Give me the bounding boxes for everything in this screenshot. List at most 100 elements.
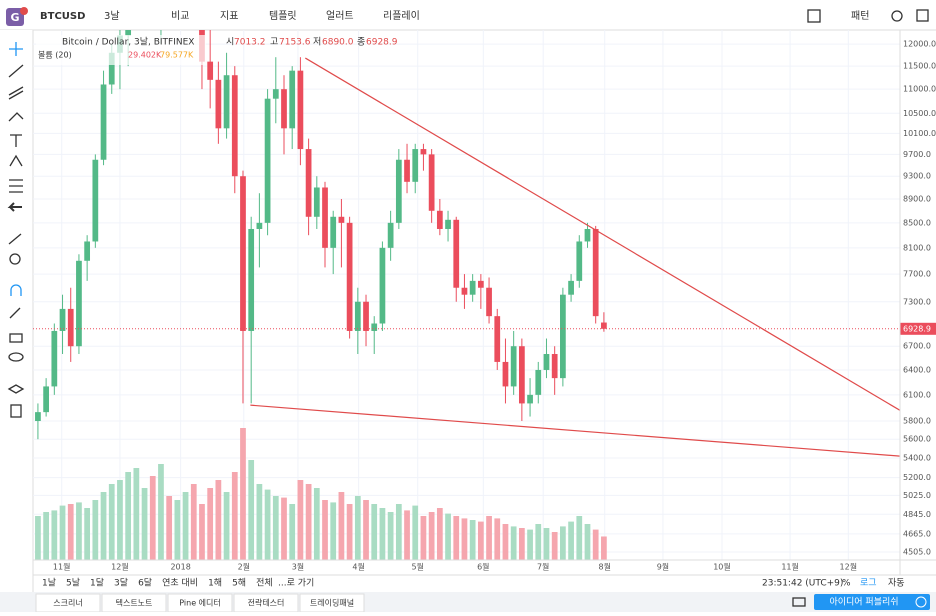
templates[interactable]: 템플릿 [269, 10, 297, 22]
volume-bar [174, 500, 181, 560]
x-tick-label: 12월 [111, 562, 129, 572]
candle-body [281, 89, 287, 129]
last-price-tag [900, 322, 936, 335]
bottom-control[interactable]: 23:51:42 (UTC+9) [762, 579, 843, 589]
volume-bar [412, 505, 419, 560]
candle-body [51, 330, 58, 387]
logo[interactable] [6, 8, 24, 26]
tab-label: 트레이딩패널 [310, 598, 354, 608]
volume-bar [477, 521, 484, 560]
range-button[interactable]: 5날 [66, 578, 80, 589]
range-button[interactable]: 1해 [208, 578, 222, 589]
indicators[interactable]: 지표 [220, 10, 238, 22]
range-button[interactable]: 1달 [90, 577, 104, 589]
y-tick-label: 5800.0 [903, 417, 931, 426]
drawing-tools[interactable] [7, 42, 25, 418]
fullscreen-icon[interactable] [916, 9, 929, 22]
volume-bar [240, 428, 246, 560]
volume-bar [166, 496, 173, 560]
interval[interactable]: 3날 [104, 10, 120, 22]
volume-bar [272, 496, 279, 560]
publish-icon [915, 596, 927, 608]
bottom-control[interactable]: 로그 [860, 579, 877, 589]
candle-body [560, 294, 566, 379]
volume-bar [100, 492, 107, 560]
legend-text: 고 [270, 38, 278, 48]
volume-bar [502, 524, 509, 560]
candle-body [322, 187, 328, 248]
pattern[interactable]: 패턴 [851, 10, 869, 22]
volume-bar [215, 480, 222, 560]
volume-bar [420, 516, 427, 560]
legend-vol: 29.402K [128, 51, 162, 60]
volume-bar [289, 504, 296, 560]
volume-bar [190, 484, 197, 560]
candle-body [59, 308, 66, 331]
volume-bar [518, 528, 525, 560]
trend-line [305, 57, 900, 411]
volume-bar [43, 512, 49, 560]
candle-body [395, 159, 402, 223]
last-price-label: 6928.9 [903, 324, 931, 333]
candle-body [264, 98, 271, 223]
candle-body [527, 394, 533, 404]
x-tick-label: 11월 [781, 562, 799, 572]
volume-bar [576, 516, 583, 560]
replay[interactable]: 리플레이 [383, 10, 420, 22]
alert[interactable]: 얼러트 [326, 10, 354, 22]
volume-bar [527, 529, 533, 560]
volume-bar [313, 488, 320, 560]
volume-bar [404, 510, 410, 560]
candle-body [35, 412, 41, 422]
y-tick-label: 10500.0 [903, 109, 936, 118]
candle-body [502, 361, 509, 387]
top-toolbar [0, 0, 936, 30]
candle-body [297, 70, 304, 150]
range-button[interactable]: 6달 [138, 577, 152, 589]
volume-bar [133, 468, 140, 560]
candle-body [584, 228, 591, 242]
volume-bar [387, 512, 394, 560]
volume-bar [371, 504, 378, 560]
y-tick-label: 5025.0 [903, 491, 931, 500]
publish-button[interactable] [814, 594, 930, 610]
candle-body [494, 316, 501, 362]
y-tick-label: 10100.0 [903, 129, 936, 138]
volume-bar [305, 484, 312, 560]
candle-body [67, 308, 74, 347]
range-button[interactable]: 1날 [42, 578, 56, 589]
range-button[interactable]: 연초 대비 [162, 578, 198, 589]
candle-body [543, 354, 550, 370]
candle-body [436, 210, 443, 229]
candle-body [510, 346, 517, 387]
x-tick-label: 2월 [238, 562, 250, 572]
x-tick-label: 12월 [840, 562, 858, 572]
legend-volume: 볼륨 (20) [38, 50, 72, 60]
candle-body [272, 89, 279, 99]
volume-bar [486, 516, 492, 560]
range-button[interactable]: 3달 [114, 577, 128, 589]
compare[interactable]: 비교 [171, 10, 189, 22]
bottom-control[interactable]: ...로 가기 [278, 578, 314, 589]
range-button[interactable]: 5해 [232, 578, 246, 589]
range-button[interactable]: 전체 [256, 578, 273, 589]
volume-bar [231, 472, 238, 560]
camera-icon[interactable] [792, 597, 806, 607]
y-tick-label: 5600.0 [903, 435, 931, 444]
volume-bar [445, 513, 451, 560]
volume-bar [76, 502, 82, 560]
candle-body [313, 187, 320, 217]
volume-bar [354, 496, 361, 560]
settings-icon[interactable] [891, 10, 903, 22]
bottom-control[interactable]: % [842, 579, 851, 589]
legend-text: Bitcoin / Dollar, 3날, BITFINEX [62, 37, 194, 48]
volume-bar [346, 504, 353, 560]
candle-body [576, 241, 583, 281]
symbol[interactable]: BTCUSD [40, 11, 85, 22]
publish-label: 아이디어 퍼블리쉬 [829, 597, 898, 608]
volume-bar [51, 510, 58, 560]
y-tick-label: 7700.0 [903, 270, 931, 279]
bottom-control[interactable]: 자동 [888, 578, 905, 589]
candle-body [420, 149, 427, 155]
layout-icon[interactable] [807, 9, 821, 23]
